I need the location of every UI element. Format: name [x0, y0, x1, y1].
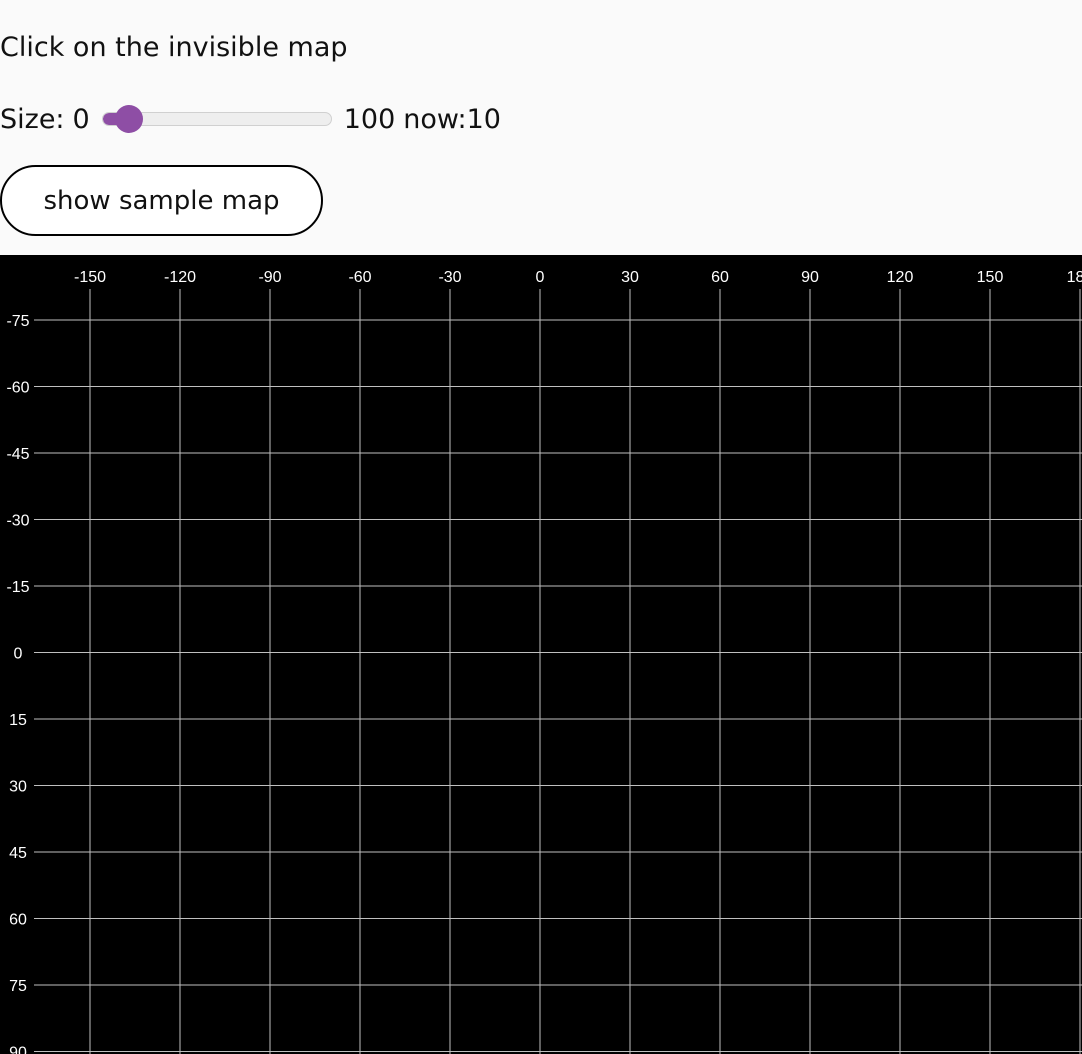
y-tick-label: 90: [9, 1045, 27, 1054]
y-tick-label: 15: [9, 712, 27, 729]
y-tick-label: 0: [14, 646, 23, 663]
map-grid[interactable]: -150-120-90-60-300306090120150180-75-60-…: [0, 255, 1082, 1054]
size-min-label: 0: [72, 103, 90, 135]
size-slider-thumb[interactable]: [114, 105, 143, 133]
y-tick-label: -15: [6, 579, 29, 596]
y-tick-label: -45: [6, 446, 29, 463]
size-control: Size: 0 100 now:10: [0, 99, 501, 139]
x-tick-label: -120: [164, 269, 196, 286]
y-tick-label: -75: [6, 313, 29, 330]
show-sample-map-button[interactable]: show sample map: [0, 165, 323, 236]
x-tick-label: -90: [258, 269, 281, 286]
x-tick-label: -150: [74, 269, 106, 286]
x-tick-label: 150: [977, 269, 1004, 286]
y-tick-label: -60: [6, 380, 29, 397]
y-tick-label: 30: [9, 779, 27, 796]
x-tick-label: 180: [1067, 269, 1082, 286]
size-slider[interactable]: [101, 102, 332, 136]
x-tick-label: -60: [348, 269, 371, 286]
y-tick-label: 75: [9, 978, 27, 995]
x-tick-label: -30: [438, 269, 461, 286]
instruction-text: Click on the invisible map: [0, 32, 348, 63]
x-tick-label: 30: [621, 269, 639, 286]
x-tick-label: 90: [801, 269, 819, 286]
x-tick-label: 120: [887, 269, 914, 286]
size-max-label: 100: [343, 103, 396, 135]
size-now-readout: now:10: [403, 103, 501, 135]
y-tick-label: 45: [9, 845, 27, 862]
y-tick-label: -30: [6, 513, 29, 530]
x-tick-label: 0: [536, 269, 545, 286]
x-tick-label: 60: [711, 269, 729, 286]
invisible-map[interactable]: -150-120-90-60-300306090120150180-75-60-…: [0, 255, 1082, 1054]
y-tick-label: 60: [9, 912, 27, 929]
size-label: Size:: [0, 103, 65, 135]
